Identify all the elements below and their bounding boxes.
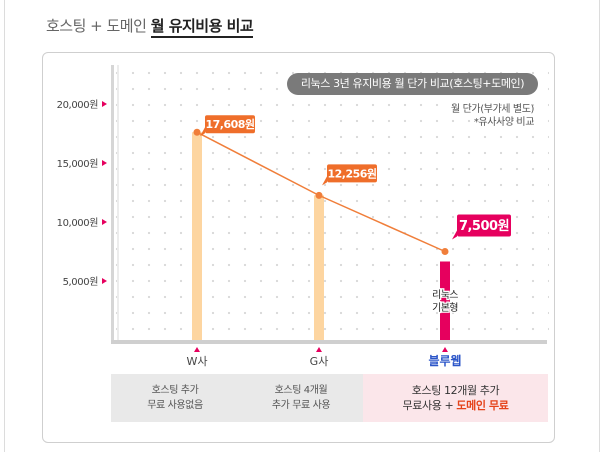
value-label-box-0: [205, 115, 255, 134]
y-tick-label-3: 5,000원: [63, 276, 99, 288]
frame-border-right: [599, 0, 600, 452]
bar-inner-label-line-1: 기본형: [432, 302, 458, 314]
comparison-line1: 호스팅 12개월 추가: [411, 384, 500, 397]
value-label-box-1: [327, 164, 377, 183]
chart-title: 리눅스 3년 유지비용 월 단가 비교(호스팅+도메인): [287, 73, 538, 95]
value-label-pointer-1: [322, 176, 327, 186]
value-label-box-2: [457, 214, 511, 237]
x-tick-label-0: W사: [187, 355, 208, 368]
value-label-1: 12,256원: [327, 166, 376, 180]
comparison-text-blueweb: 호스팅 12개월 추가 무료사용 + 도메인 무료: [403, 383, 509, 413]
comparison-cell-blueweb: 호스팅 12개월 추가 무료사용 + 도메인 무료: [363, 374, 548, 422]
value-label-pointer-2: [452, 230, 457, 240]
page-title-emphasis: 월 유지비용 비교: [150, 17, 254, 38]
y-tick-label-2: 10,000원: [57, 217, 99, 229]
comparison-line2-highlight: 도메인 무료: [456, 399, 509, 412]
comparison-cell-w: 호스팅 추가 무료 사용없음: [111, 374, 239, 422]
y-tick-marker-3: [102, 278, 107, 284]
x-tick-marker-1: [316, 347, 322, 352]
comparison-text-g: 호스팅 4개월 추가 무료 사용: [271, 385, 331, 411]
y-axis-shadow-line: [117, 65, 119, 340]
bar-0: [192, 132, 202, 340]
y-axis-line: [111, 65, 114, 340]
series-point-1: [315, 191, 323, 199]
bar-2: [440, 261, 450, 340]
y-tick-marker-1: [102, 160, 107, 166]
page-title: 호스팅 + 도메인 월 유지비용 비교: [46, 15, 254, 38]
dot-grid-background: [109, 65, 549, 343]
value-label-pointer-0: [200, 127, 205, 137]
bar-1: [314, 195, 324, 340]
y-tick-label-1: 15,000원: [57, 158, 99, 170]
value-label-0: 17,608원: [205, 117, 254, 131]
frame-border-left: [4, 0, 5, 452]
series-point-0: [193, 128, 201, 136]
x-tick-label-2: 블루웹: [428, 353, 461, 368]
comparison-strip: 호스팅 추가 무료 사용없음 호스팅 4개월 추가 무료 사용 호스팅 12개월…: [111, 374, 548, 422]
y-tick-marker-2: [102, 219, 107, 225]
x-axis-line: [111, 340, 547, 344]
series-point-2: [441, 248, 449, 255]
chart-note-vat: 월 단가(부가세 별도): [451, 104, 534, 115]
comparison-cell-g: 호스팅 4개월 추가 무료 사용: [239, 374, 363, 422]
value-label-2: 7,500원: [459, 219, 509, 234]
y-tick-marker-0: [102, 101, 107, 107]
y-tick-label-0: 20,000원: [57, 99, 99, 111]
bar-inner-label-line-0: 리눅스: [432, 289, 458, 301]
x-tick-label-1: G사: [310, 355, 329, 368]
comparison-line2-prefix: 무료사용 +: [402, 399, 457, 412]
chart-note-spec: *유사사양 비교: [473, 117, 535, 128]
comparison-text-w: 호스팅 추가 무료 사용없음: [147, 385, 203, 411]
x-tick-marker-0: [194, 347, 200, 352]
x-tick-marker-2: [442, 347, 448, 352]
page-title-prefix: 호스팅 + 도메인: [46, 17, 147, 35]
